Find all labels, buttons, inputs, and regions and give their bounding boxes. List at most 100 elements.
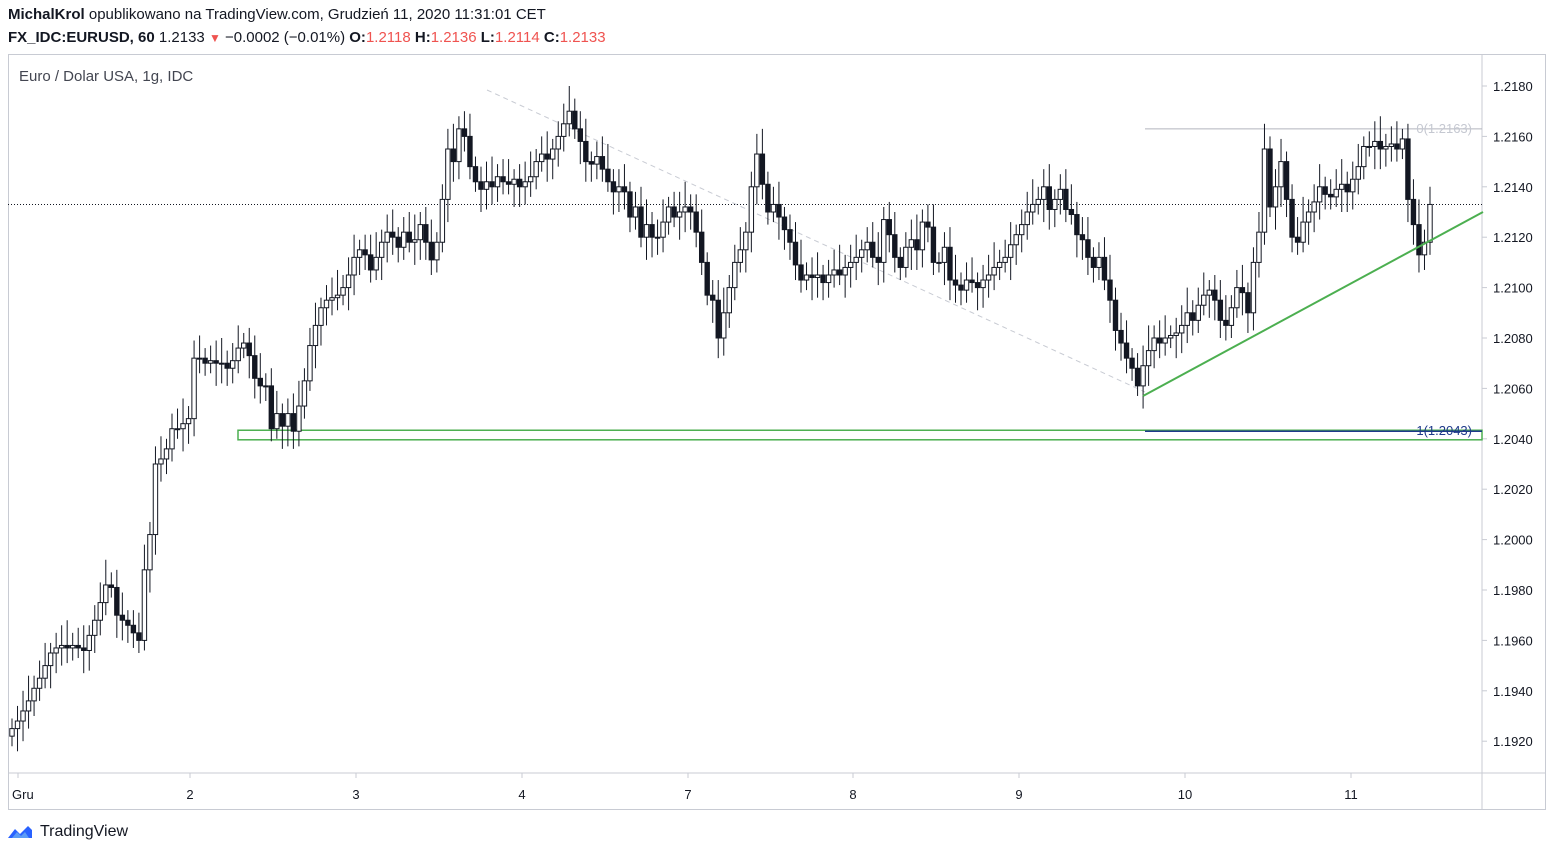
candle-up <box>1388 143 1395 147</box>
candle-down <box>958 284 964 291</box>
candle-up <box>1261 148 1268 233</box>
candle-up <box>1013 234 1019 246</box>
candle-up <box>207 360 214 364</box>
candle-up <box>9 728 15 737</box>
candle-down <box>836 269 843 276</box>
last-price: 1.2133 <box>158 29 205 46</box>
x-tick-label: 9 <box>1015 787 1022 802</box>
candle-up <box>511 178 517 185</box>
x-tick-label: 4 <box>518 787 525 802</box>
candle-up <box>996 261 1003 268</box>
candle-up <box>69 644 76 649</box>
candle-down <box>390 231 396 238</box>
candle-down <box>952 279 959 286</box>
candle-up <box>881 219 887 263</box>
candle-down <box>423 224 429 243</box>
candle-down <box>599 156 606 170</box>
candle-down <box>1327 193 1334 198</box>
candle-down <box>1123 342 1130 359</box>
candle-down <box>1294 236 1301 243</box>
footer: TradingView <box>8 820 128 844</box>
candle-down <box>765 183 771 213</box>
y-tick-label: 1.2020 <box>1493 482 1533 497</box>
candle-up <box>356 249 363 258</box>
low-label: L: <box>480 29 495 46</box>
candle-down <box>914 239 920 251</box>
candle-up <box>1206 289 1212 296</box>
candle-up <box>594 156 600 165</box>
x-tick-label: 8 <box>849 787 856 802</box>
candle-down <box>64 644 70 649</box>
candle-up <box>185 418 192 425</box>
candle-up <box>456 128 462 163</box>
x-tick-label: 10 <box>1178 787 1192 802</box>
down-arrow-icon: ▼ <box>208 31 221 45</box>
candle-down <box>290 413 297 432</box>
candle-up <box>334 294 341 299</box>
candle-down <box>1079 234 1086 241</box>
candle-up <box>770 203 777 213</box>
candle-up <box>25 700 32 712</box>
candle-up <box>1383 145 1389 150</box>
author-name[interactable]: MichalKrol <box>8 6 85 23</box>
close-label: C: <box>543 29 560 46</box>
candle-up <box>163 448 170 460</box>
candle-down <box>544 153 550 160</box>
candle-down <box>1212 289 1218 301</box>
candle-up <box>814 274 821 279</box>
published-text: opublikowano na TradingView.com, Grudzie… <box>88 6 546 23</box>
candle-up <box>1339 183 1345 190</box>
candle-down <box>81 647 87 651</box>
candle-down <box>1112 299 1119 331</box>
tradingview-brand[interactable]: TradingView <box>40 823 129 840</box>
candle-up <box>401 231 407 248</box>
candle-down <box>969 279 975 284</box>
candle-down <box>715 299 721 339</box>
y-tick-label: 1.2040 <box>1493 432 1533 447</box>
candle-up <box>42 665 48 679</box>
candle-down <box>1405 138 1411 200</box>
y-tick-label: 1.2180 <box>1493 79 1533 94</box>
candle-up <box>241 342 247 349</box>
symbol-label: FX_IDC:EURUSD, 60 <box>8 29 155 46</box>
candle-up <box>445 148 451 200</box>
candle-up <box>533 161 539 178</box>
candle-up <box>550 148 556 160</box>
candle-down <box>925 221 931 228</box>
x-tick-label: 2 <box>186 787 193 802</box>
candle-up <box>340 287 346 296</box>
candle-up <box>312 324 319 347</box>
candle-down <box>649 224 655 238</box>
candle-down <box>1118 329 1124 344</box>
x-tick-label: 11 <box>1344 787 1358 802</box>
candle-down <box>1046 186 1052 210</box>
candle-up <box>1234 287 1240 309</box>
candle-up <box>196 357 203 360</box>
candle-up <box>831 269 837 276</box>
candle-down <box>1410 198 1417 226</box>
candle-up <box>14 720 21 730</box>
candle-up <box>941 246 948 263</box>
candle-up <box>1173 332 1179 336</box>
candle-down <box>362 249 368 256</box>
candle-up <box>1179 324 1185 334</box>
candle-down <box>1267 148 1273 208</box>
candle-up <box>53 647 59 654</box>
candle-down <box>395 236 401 248</box>
tradingview-logo-icon[interactable] <box>8 824 36 840</box>
candle-up <box>538 153 545 163</box>
candle-down <box>886 219 892 236</box>
candle-down <box>1107 279 1113 301</box>
close-value: 1.2133 <box>559 29 606 46</box>
candle-up <box>1311 201 1317 213</box>
candle-up <box>732 261 738 289</box>
candle-up <box>191 357 197 420</box>
candle-up <box>1399 138 1406 150</box>
high-value: 1.2136 <box>430 29 477 46</box>
candle-up <box>985 274 992 281</box>
candle-down <box>605 168 611 183</box>
candle-down <box>627 191 633 218</box>
candle-up <box>1201 294 1207 306</box>
candle-down <box>875 256 881 263</box>
